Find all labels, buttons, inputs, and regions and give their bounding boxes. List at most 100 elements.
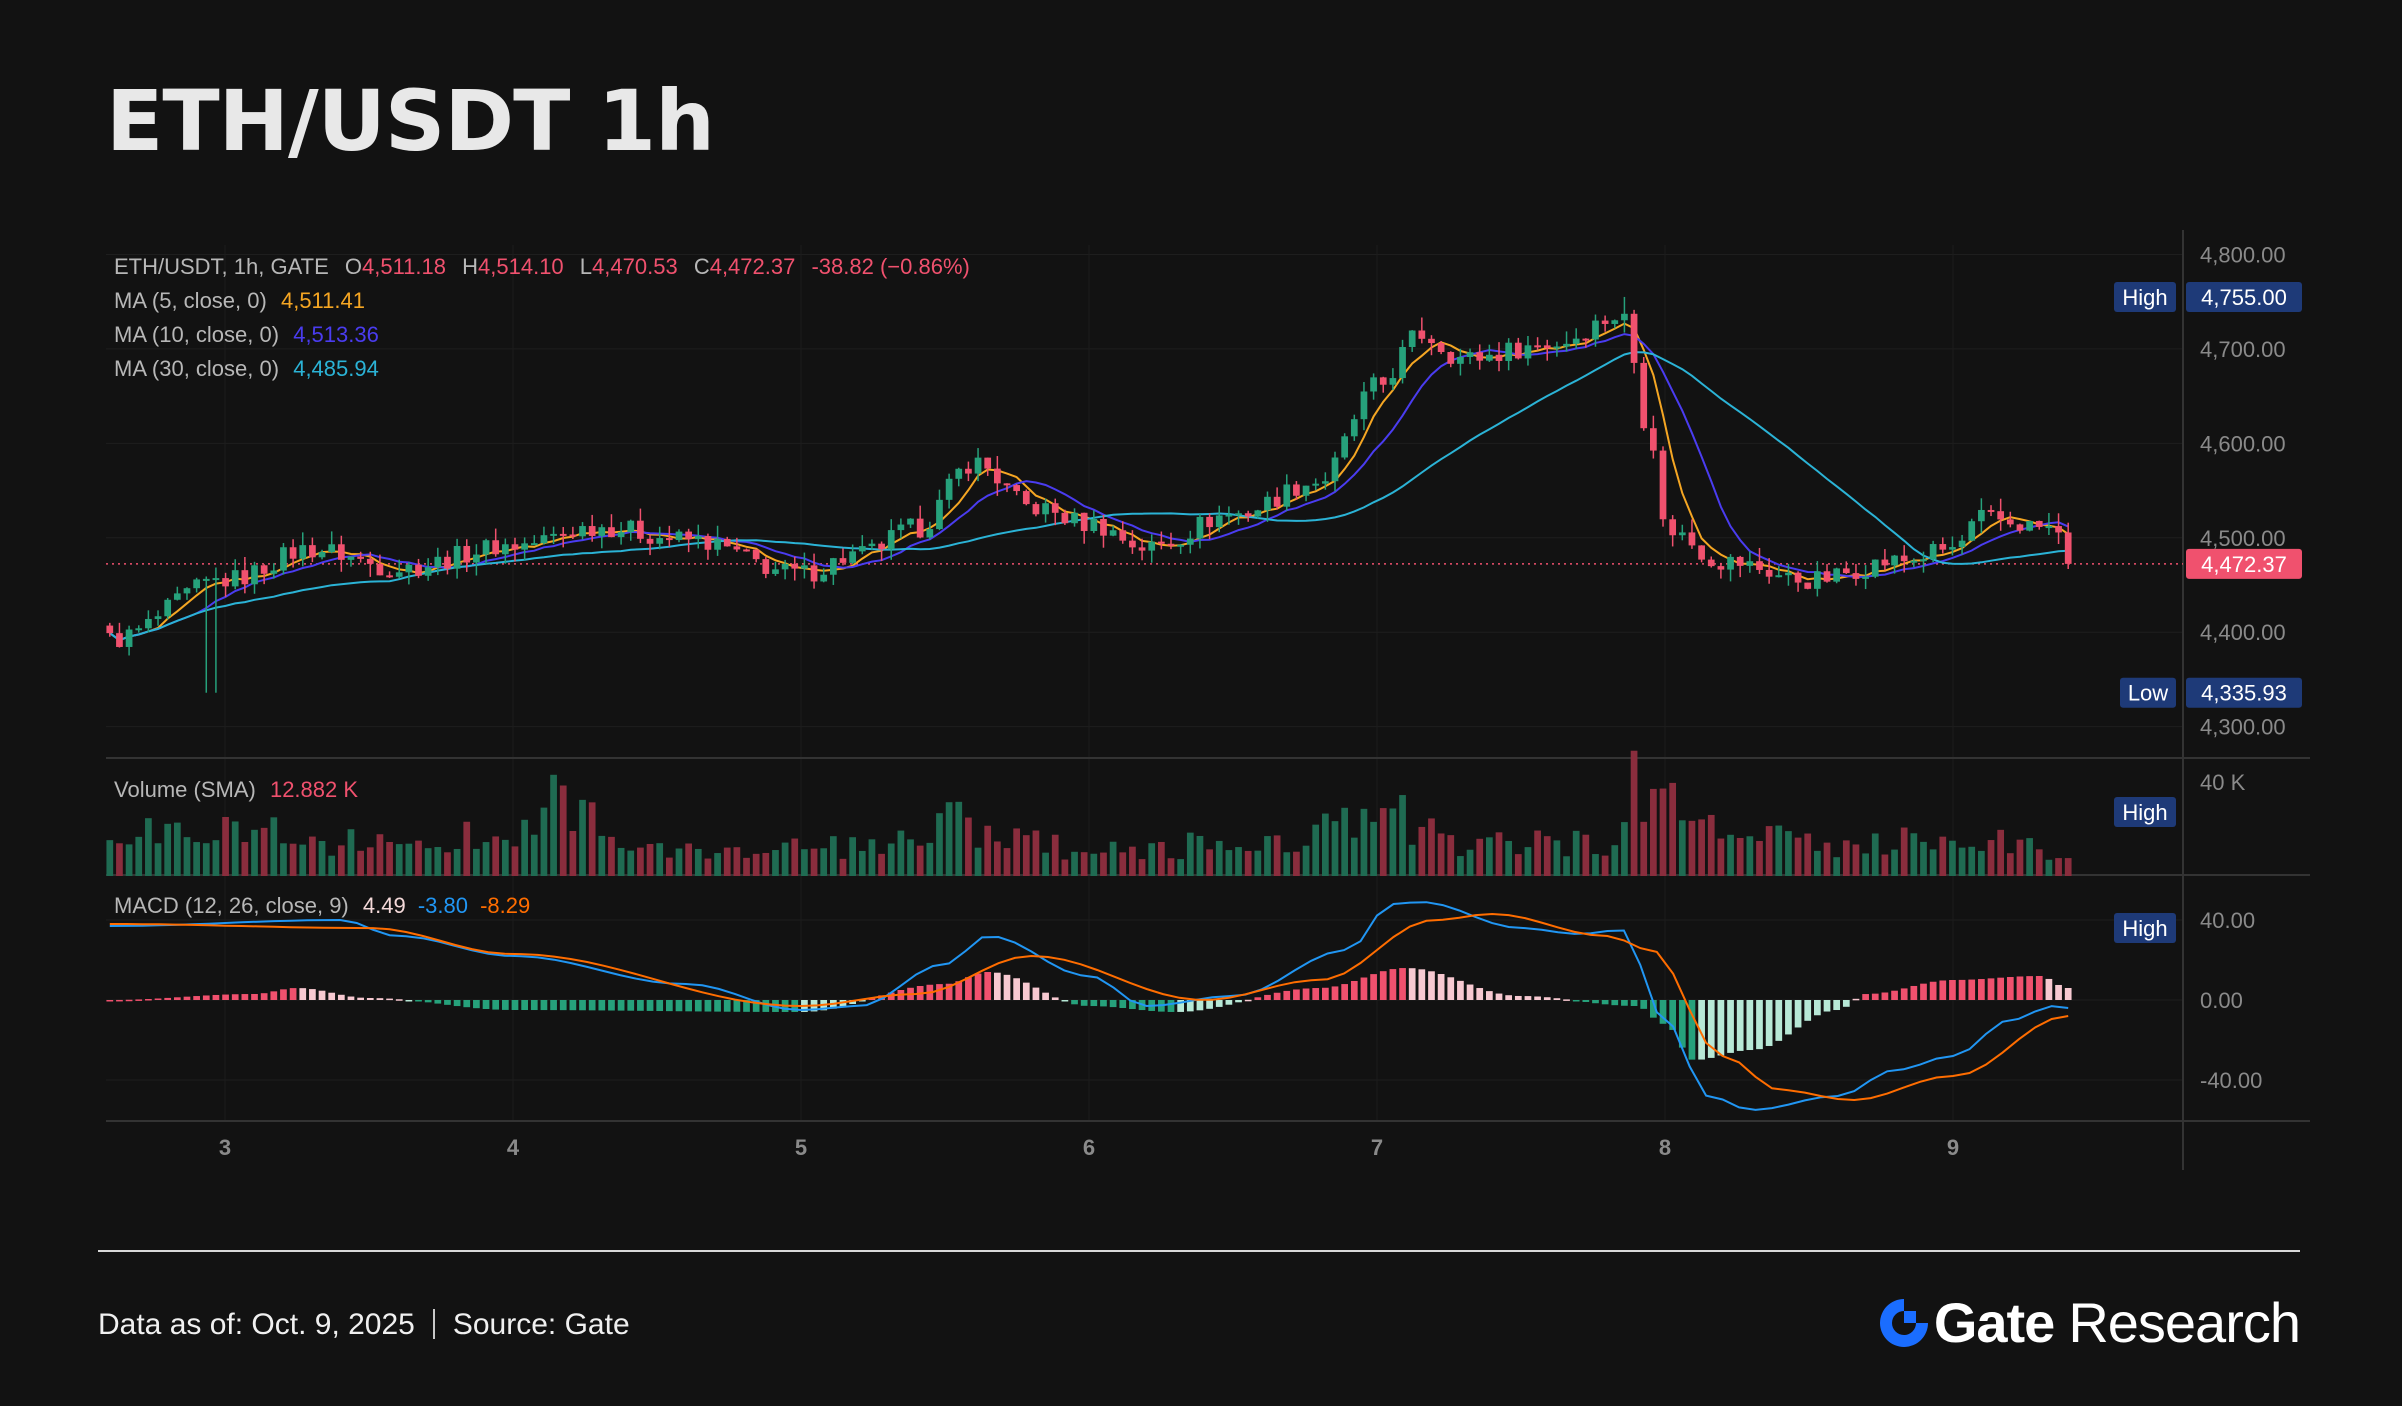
candle: [145, 610, 152, 633]
macd-histogram-bar: [386, 998, 393, 1001]
candle: [1881, 549, 1889, 571]
volume-bar: [1524, 847, 1532, 876]
macd-histogram-bar: [1080, 1000, 1088, 1006]
candle: [608, 514, 615, 538]
macd-histogram-bar: [106, 1000, 114, 1002]
macd-histogram-bar: [878, 995, 885, 1000]
candle-body: [2035, 520, 2043, 527]
candle: [1447, 351, 1455, 368]
candle: [820, 568, 828, 583]
candle-body: [579, 526, 586, 537]
macd-histogram-bar: [1476, 988, 1484, 1000]
volume-bar: [945, 802, 953, 876]
candle: [280, 543, 287, 575]
volume-bar: [1572, 830, 1580, 876]
candle: [405, 562, 413, 585]
macd-histogram-bar: [1167, 1000, 1175, 1012]
candle: [1891, 554, 1898, 574]
macd-histogram-bar: [1196, 1000, 1204, 1011]
candle-body: [1785, 572, 1792, 576]
macd-histogram-bar: [376, 998, 384, 1000]
candle-body: [540, 535, 548, 544]
high-badge-label-bg: [2114, 281, 2176, 312]
candle: [1466, 348, 1474, 365]
candle-body: [424, 567, 432, 576]
candle-body: [415, 564, 422, 576]
candle: [530, 535, 538, 546]
volume-bar: [762, 852, 770, 876]
candle: [241, 557, 249, 594]
volume-bar: [492, 836, 500, 876]
macd-histogram-bar: [1669, 1000, 1677, 1030]
volume-bar: [337, 845, 345, 876]
volume-bar: [984, 825, 992, 876]
volume-high-badge: High: [2114, 797, 2176, 827]
candle-body: [1804, 582, 1812, 589]
candle: [1486, 344, 1493, 362]
candle: [376, 554, 384, 576]
candle-body: [2026, 520, 2033, 531]
ma30-legend: MA (30, close, 0) 4,485.94: [114, 356, 379, 382]
volume-bar: [2016, 839, 2024, 876]
candle: [1302, 485, 1310, 502]
macd-histogram-bar: [1129, 1000, 1136, 1010]
candle-body: [309, 545, 316, 558]
volume-bar: [1389, 808, 1397, 876]
footer-divider: [98, 1250, 2300, 1252]
candle: [617, 522, 625, 545]
macd-histogram-bar: [1563, 999, 1570, 1001]
macd-histogram-bar: [164, 997, 172, 1000]
candle: [1775, 566, 1783, 578]
volume-bar: [637, 847, 644, 876]
volume-bar: [1601, 855, 1609, 876]
candle: [559, 527, 567, 548]
close-label: C: [693, 254, 710, 279]
macd-histogram-bar: [135, 999, 143, 1001]
volume-bar: [1823, 842, 1831, 876]
volume-bar: [135, 836, 143, 876]
candle-body: [376, 563, 384, 576]
candle: [415, 558, 422, 579]
macd-histogram-bar: [231, 994, 239, 1000]
candle: [1707, 556, 1715, 568]
macd-histogram-bar: [675, 1000, 683, 1012]
candle: [492, 528, 500, 557]
candle: [1553, 341, 1561, 357]
candle: [289, 539, 297, 568]
volume-bar: [434, 847, 442, 876]
candle-body: [1042, 503, 1049, 515]
volume-bar: [849, 837, 857, 876]
volume-bar: [1929, 849, 1937, 876]
low-badge-value: 4,335.93: [2186, 677, 2302, 708]
volume-bar: [1466, 849, 1474, 876]
candle: [1042, 498, 1049, 523]
candle-body: [1283, 484, 1291, 507]
candle: [1678, 524, 1686, 541]
macd-histogram-bar: [434, 1000, 442, 1004]
price-tick-label: 4,600.00: [2200, 431, 2286, 456]
candle: [357, 551, 364, 563]
candle: [791, 556, 799, 581]
candle-body: [1437, 343, 1445, 353]
volume-bar: [202, 843, 210, 876]
volume-bar: [993, 841, 1001, 876]
macd-histogram-bar: [762, 1000, 770, 1012]
macd-histogram-bar: [337, 994, 345, 1000]
candle-body: [1428, 338, 1435, 344]
volume-bar: [1553, 840, 1561, 876]
volume-bar: [1331, 821, 1339, 876]
macd-histogram-bar: [212, 994, 220, 1000]
macd-histogram-bar: [1881, 992, 1889, 1000]
macd-histogram-bar: [1650, 1000, 1657, 1018]
volume-bar: [1312, 824, 1320, 876]
candle-body: [974, 457, 982, 474]
candle: [1862, 565, 1869, 590]
candle-body: [656, 538, 664, 544]
candle-body: [685, 531, 692, 540]
candle-body: [1534, 345, 1541, 348]
candle-body: [704, 536, 712, 550]
volume-bar: [1235, 847, 1242, 876]
volume-bar: [1341, 807, 1349, 876]
candle: [1505, 338, 1513, 371]
